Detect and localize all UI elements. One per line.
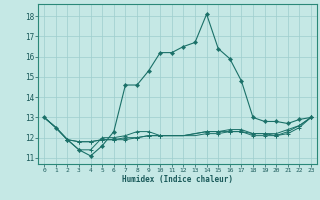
X-axis label: Humidex (Indice chaleur): Humidex (Indice chaleur) [122,175,233,184]
